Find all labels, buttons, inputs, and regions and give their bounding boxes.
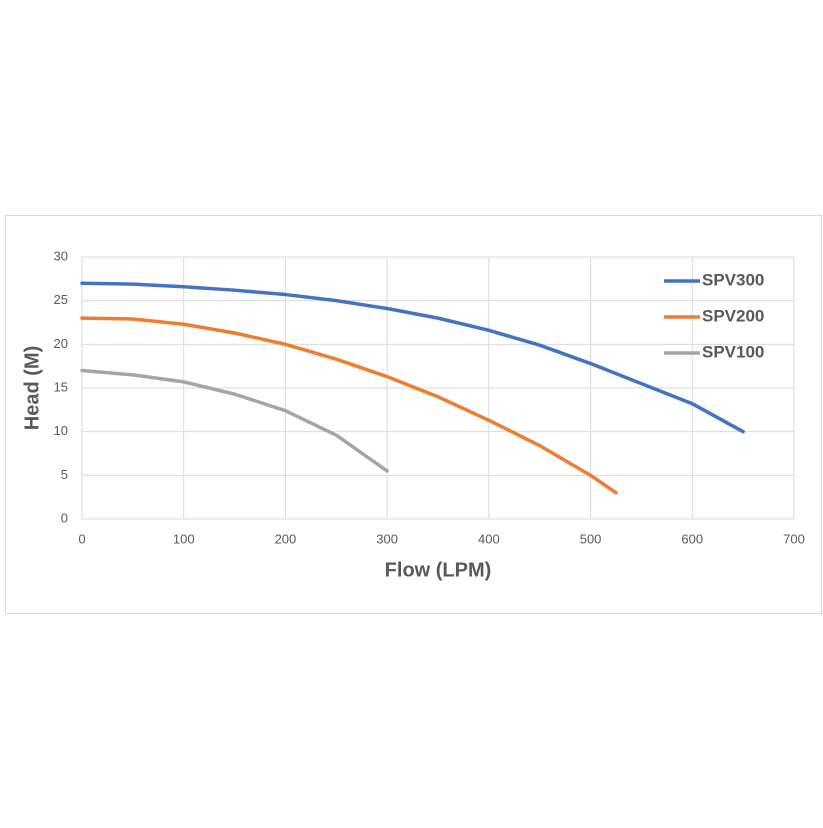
y-tick-label: 5 <box>61 467 68 482</box>
x-tick-label: 400 <box>478 531 500 546</box>
y-tick-label: 30 <box>54 248 68 263</box>
series-line <box>80 281 745 434</box>
legend-label: SPV300 <box>702 270 764 289</box>
y-tick-label: 0 <box>61 510 68 525</box>
x-tick-label: 600 <box>681 531 703 546</box>
legend-label: SPV200 <box>702 306 764 325</box>
y-tick-label: 15 <box>54 379 68 394</box>
legend-label: SPV100 <box>702 342 764 361</box>
x-tick-label: 500 <box>580 531 602 546</box>
y-tick-label: 25 <box>54 292 68 307</box>
x-tick-label: 0 <box>78 531 85 546</box>
x-tick-label: 300 <box>376 531 398 546</box>
chart-frame <box>5 215 822 614</box>
x-tick-label: 700 <box>783 531 805 546</box>
x-axis-title: Flow (LPM) <box>385 559 492 581</box>
y-axis-title: Head (M) <box>21 346 43 430</box>
y-tick-label: 20 <box>54 336 68 351</box>
series-line <box>80 316 618 495</box>
series-line <box>80 368 389 473</box>
x-tick-label: 200 <box>275 531 297 546</box>
x-tick-label: 100 <box>173 531 195 546</box>
y-tick-label: 10 <box>54 423 68 438</box>
